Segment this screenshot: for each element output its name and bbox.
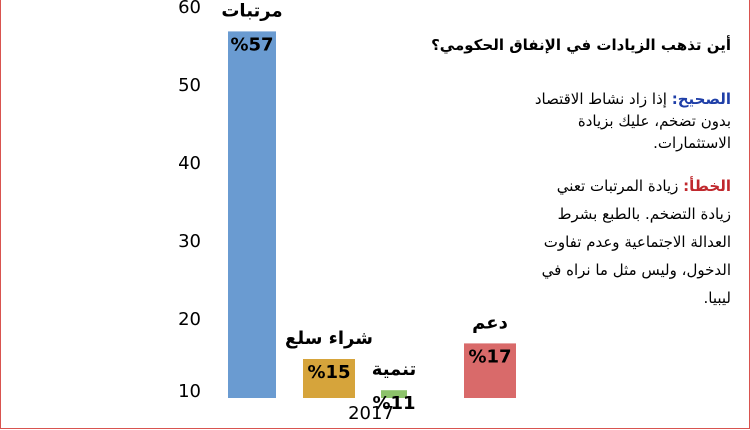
category-label: مرتبات xyxy=(221,0,282,21)
category-label: تنمية xyxy=(372,359,416,380)
correct-label: الصحيح: xyxy=(671,90,731,108)
y-tick-label: 40 xyxy=(178,153,201,174)
wrong-label: الخطأ: xyxy=(683,177,731,195)
bar xyxy=(303,359,355,398)
bar xyxy=(464,343,516,398)
y-tick-label: 50 xyxy=(178,75,201,96)
value-label: %15 xyxy=(307,362,350,383)
value-label: %17 xyxy=(468,346,511,367)
y-tick-label: 60 xyxy=(178,0,201,18)
y-tick-label: 30 xyxy=(178,231,201,252)
category-label: دعم xyxy=(472,312,508,333)
category-label: شراء سلع xyxy=(285,328,373,349)
correct-text: إذا زاد نشاط الاقتصاد بدون تضخم، عليك بز… xyxy=(534,90,731,152)
annotation-correct: الصحيح: إذا زاد نشاط الاقتصاد بدون تضخم،… xyxy=(531,88,731,154)
value-label: %11 xyxy=(372,393,415,414)
bar xyxy=(228,31,276,399)
bar xyxy=(381,390,407,398)
y-tick-label: 10 xyxy=(178,381,201,402)
y-tick-label: 20 xyxy=(178,309,201,330)
value-label: %57 xyxy=(230,34,273,55)
annotation-wrong: الخطأ: زيادة المرتبات تعني زيادة التضخم.… xyxy=(541,172,731,312)
annotation-title: أين تذهب الزيادات في الإنفاق الحكومي؟ xyxy=(431,36,731,54)
wrong-text: زيادة المرتبات تعني زيادة التضخم. بالطبع… xyxy=(541,177,731,307)
x-axis-label: 2017 xyxy=(348,403,394,424)
